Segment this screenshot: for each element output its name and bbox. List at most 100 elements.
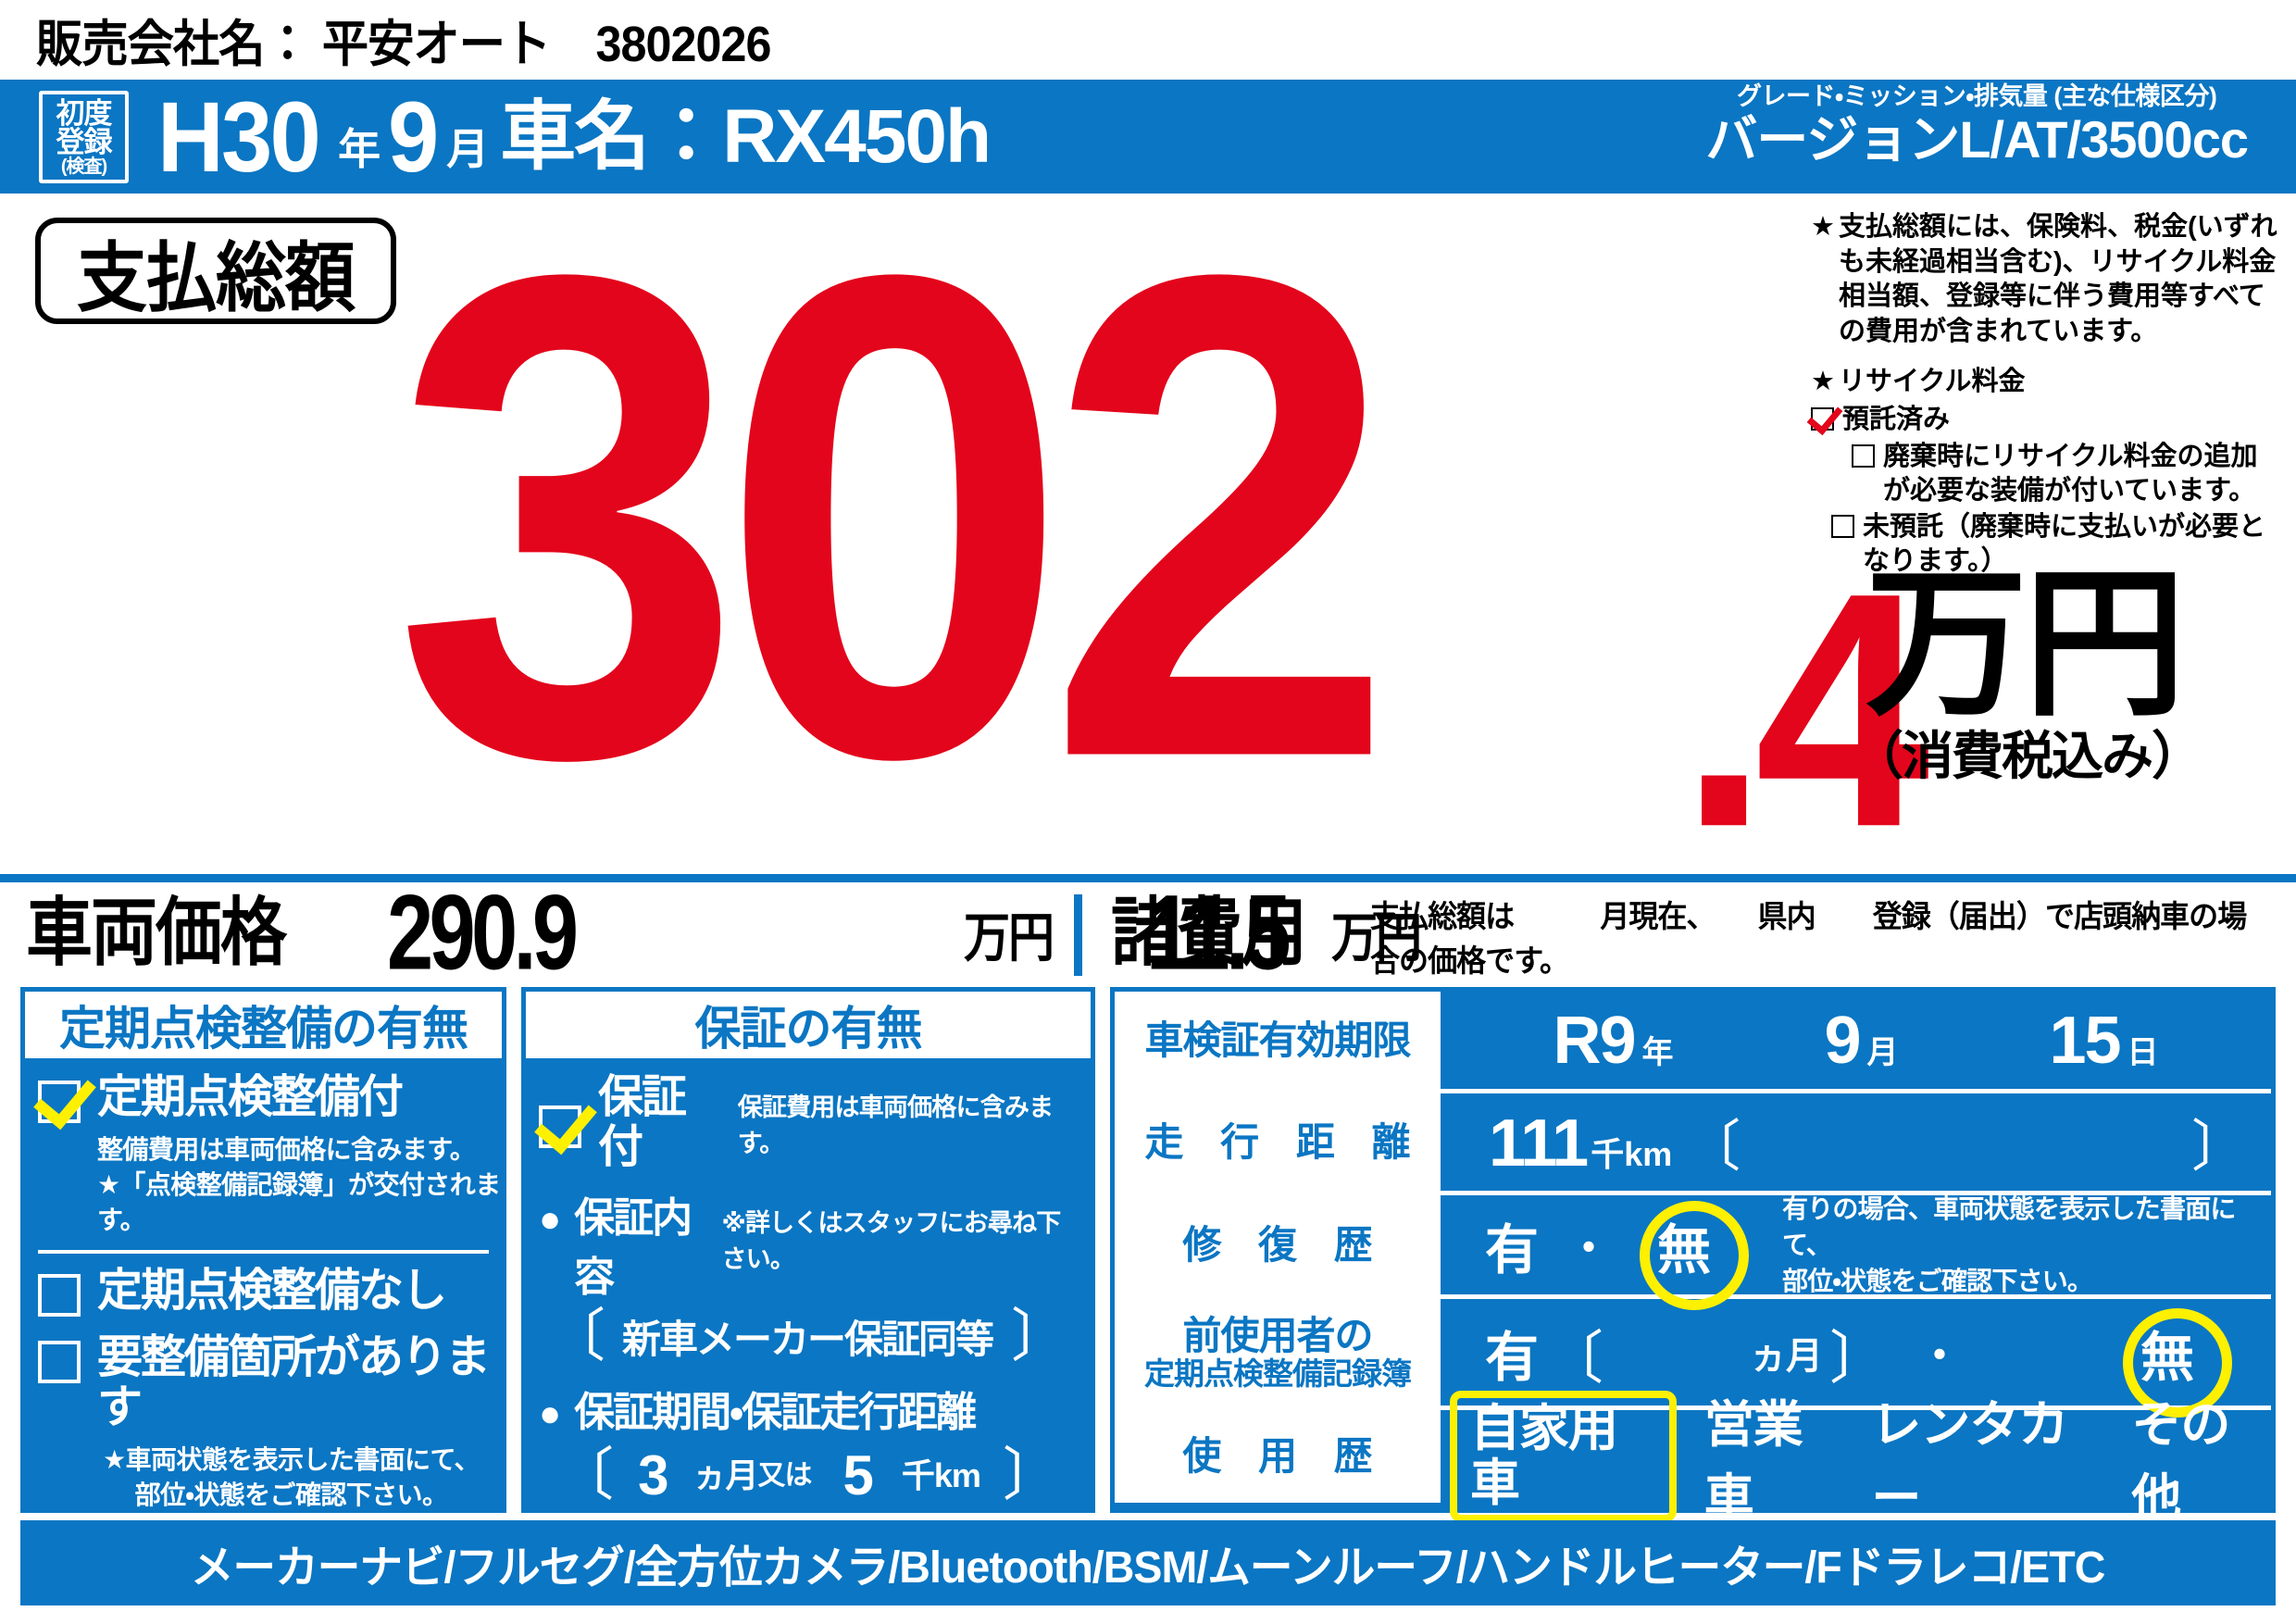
breakdown-divider (1074, 894, 1082, 976)
panel-warranty: 保証の有無 保証付 保証費用は車両価格に含みます。 ● 保証内容 ※詳しくはスタ… (521, 987, 1095, 1584)
total-price-unit: 万円 (1866, 555, 2186, 735)
table-row-usage-history: 使 用 歴 自家用車 営業車 レンタカー その他 (1115, 1390, 2271, 1526)
previous-owner-label-sub: 定期点検整備記録簿 (1144, 1355, 1412, 1391)
recycle-option-deposited[interactable]: 預託済み (1811, 403, 2283, 437)
usage-option-other[interactable]: その他 (2131, 1397, 2230, 1526)
expiry-month: 9 (1824, 1003, 1861, 1078)
total-price-chip-label: 支払総額 (77, 235, 356, 321)
grade-value: バージョンL/AT/3500cc (1705, 110, 2249, 169)
repair-history-separator: ・ (1567, 1223, 1611, 1272)
spec-value-mileage: 111 千km 〔 〕 (1441, 1093, 2271, 1191)
total-price-integer: 302 (393, 132, 1395, 901)
checkbox-checked-icon-inspection-included[interactable] (38, 1081, 81, 1123)
total-price-tax-note: （消費税込み） (1852, 727, 2203, 785)
registration-year: H30 (157, 80, 321, 193)
warranty-included-note: 保証費用は車両価格に含みます。 (737, 1093, 1054, 1157)
star-icon-2: ★ (1811, 366, 1835, 396)
panel-periodic-inspection: 定期点検整備の有無 定期点検整備付 整備費用は車両価格に含みます。 ★「点検整備記… (20, 987, 506, 1513)
previous-records-yes[interactable]: 有 (1485, 1327, 1540, 1388)
dealer-row: 販売会社名： 平安オート 3802026 (0, 0, 2296, 79)
warranty-period-distance: 5 (842, 1443, 874, 1506)
recycle-option-undeposited[interactable]: 未預託（廃棄時に支払いが必要となります。） (1831, 510, 2283, 578)
table-row-repair-history: 修 復 歴 有 ・ 無 有りの場合、車両状態を表示した書面にて、 部位・状態をご確… (1115, 1194, 2271, 1310)
vehicle-price-value: 290.9 (387, 873, 579, 993)
inspection-option-included-sub: 整備費用は車両価格に含みます。 ★「点検整備記録簿」が交付されます。 (97, 1135, 501, 1234)
warranty-period-months: 3 (638, 1443, 669, 1506)
expiry-year-unit: 年 (1641, 1034, 1674, 1070)
panel-warranty-title: 保証の有無 (526, 992, 1091, 1058)
recycle-option-deposited-label: 預託済み (1842, 405, 1951, 435)
bracket-close-icon-period: 〕 (1002, 1443, 1060, 1507)
total-price-area: 支払総額 302 .4 万円 （消費税込み） ★ 支払総額には、保険料、税金(い… (0, 173, 2296, 877)
repair-history-no-label: 無 (1657, 1219, 1712, 1280)
warranty-period-row: ● 保証期間・保証走行距離 (526, 1379, 1091, 1438)
model-name-value: RX450h (722, 94, 992, 179)
vehicle-price-unit: 万円 (964, 907, 1054, 968)
expiry-month-unit: 月 (1866, 1034, 1899, 1070)
checkbox-checked-icon-warranty[interactable] (539, 1105, 581, 1148)
previous-records-no-label: 無 (2140, 1327, 2194, 1388)
repair-history-yes[interactable]: 有 (1485, 1219, 1539, 1280)
checkbox-empty-icon-undeposited[interactable] (1831, 515, 1854, 539)
spec-label-mileage: 走 行 距 離 (1115, 1093, 1441, 1191)
repair-history-no-selected[interactable]: 無 (1640, 1200, 1750, 1310)
previous-records-no-selected[interactable]: 無 (2123, 1307, 2232, 1418)
reg-badge-line2: 登録 (56, 125, 113, 158)
equipment-list-text: メーカーナビ/フルセグ/全方位カメラ/Bluetooth/BSM/ムーンルーフ/… (191, 1543, 2105, 1593)
detail-panels: 定期点検整備の有無 定期点検整備付 整備費用は車両価格に含みます。 ★「点検整備記… (0, 987, 2296, 1584)
usage-option-rental[interactable]: レンタカー (1871, 1397, 2068, 1526)
expiry-day: 15 (2049, 1003, 2121, 1078)
inspection-option-none[interactable]: 定期点検整備なし (25, 1266, 502, 1318)
warranty-content-row: ● 保証内容 ※詳しくはスタッフにお尋ね下さい。 (526, 1184, 1091, 1303)
bracket-open-icon-mileage: 〔 (1685, 1116, 1741, 1178)
recycle-option-undeposited-label: 未預託（廃棄時に支払いが必要となります。） (1863, 512, 2266, 576)
inspection-option-repair-needed[interactable]: 要整備箇所があります (25, 1332, 502, 1433)
warranty-period-values: 〔 3 ヵ月 又は 5 千km 〕 (526, 1443, 1091, 1507)
bullet-icon-content: ● (539, 1198, 562, 1240)
checkbox-empty-icon-inspection-none[interactable] (38, 1274, 81, 1318)
usage-option-private-selected[interactable]: 自家用車 (1450, 1390, 1677, 1523)
vehicle-price-label: 車両価格 (26, 892, 287, 975)
bracket-close-icon-content: 〕 (1010, 1304, 1068, 1368)
note-total-price: ★ 支払総額には、保険料、税金(いずれも未経過相当含む)、リサイクル料金相当額、… (1811, 210, 2283, 350)
warranty-period-distance-unit: 千km (901, 1455, 981, 1494)
previous-records-months-unit: ヵ月 (1750, 1335, 1823, 1377)
note-total-price-text: 支払総額には、保険料、税金(いずれも未経過相当含む)、リサイクル料金相当額、登録… (1839, 212, 2277, 347)
inspection-option-included-label: 定期点検整備付 (97, 1072, 404, 1122)
spec-label-previous-owner-records: 前使用者の 定期点検整備記録簿 (1115, 1299, 1441, 1405)
warranty-period-label: 保証期間・保証走行距離 (574, 1389, 977, 1435)
inspection-option-none-label: 定期点検整備なし (97, 1266, 447, 1317)
inspection-option-included[interactable]: 定期点検整備付 (25, 1072, 502, 1123)
spec-value-previous-owner-records: 有 〔 ヵ月 〕 ・ 無 (1441, 1299, 2271, 1418)
inspection-divider (38, 1250, 489, 1255)
checkbox-empty-icon-additional[interactable] (1852, 443, 1875, 468)
spec-value-repair-history: 有 ・ 無 有りの場合、車両状態を表示した書面にて、 部位・状態をご確認下さい。 (1441, 1194, 2271, 1310)
warranty-option-included[interactable]: 保証付 保証費用は車両価格に含みます。 (526, 1072, 1091, 1173)
inspection-option-repair-needed-sub: ★車両状態を表示した書面にて、 部位・状態をご確認下さい。 (103, 1445, 480, 1509)
dealer-name-text: 販売会社名： 平安オート 3802026 (36, 17, 771, 72)
model-name-label: 車名： (500, 94, 724, 179)
vehicle-header-band: 初度 登録 (検査) H30 年 9 月 車名： RX450h グレード・ミッシ… (0, 80, 2296, 194)
spec-label-inspection-expiry: 車検証有効期限 (1115, 992, 1441, 1089)
mileage-unit: 千km (1591, 1135, 1673, 1173)
panel-periodic-inspection-title: 定期点検整備の有無 (25, 992, 502, 1058)
checkbox-empty-icon-repair-needed[interactable] (38, 1341, 81, 1384)
bracket-close-icon-previous: 〕 (1829, 1326, 1888, 1391)
warranty-content-value-row: 〔 新車メーカー保証同等 〕 (526, 1304, 1091, 1368)
recycle-option-additional[interactable]: 廃棄時にリサイクル料金の追加が必要な装備が付いています。 (1852, 440, 2283, 507)
spec-value-usage-history: 自家用車 営業車 レンタカー その他 (1441, 1390, 2271, 1526)
table-row-mileage: 走 行 距 離 111 千km 〔 〕 (1115, 1093, 2271, 1195)
bracket-close-icon-mileage: 〕 (2191, 1116, 2247, 1178)
panel-warranty-body: 保証付 保証費用は車両価格に含みます。 ● 保証内容 ※詳しくはスタッフにお尋ね… (526, 1058, 1091, 1584)
checkbox-checked-icon-deposited[interactable] (1811, 407, 1834, 431)
grade-block: グレード・ミッション・排気量 (主な仕様区分) バージョンL/AT/3500cc (1705, 83, 2249, 169)
note-recycle-head: ★ リサイクル料金 (1811, 365, 2283, 400)
panel-periodic-inspection-body: 定期点検整備付 整備費用は車両価格に含みます。 ★「点検整備記録簿」が交付されます… (25, 1058, 502, 1513)
previous-records-separator: ・ (1918, 1330, 1962, 1380)
bracket-open-icon-content: 〔 (548, 1304, 606, 1368)
usage-option-commercial[interactable]: 営業車 (1703, 1397, 1803, 1526)
